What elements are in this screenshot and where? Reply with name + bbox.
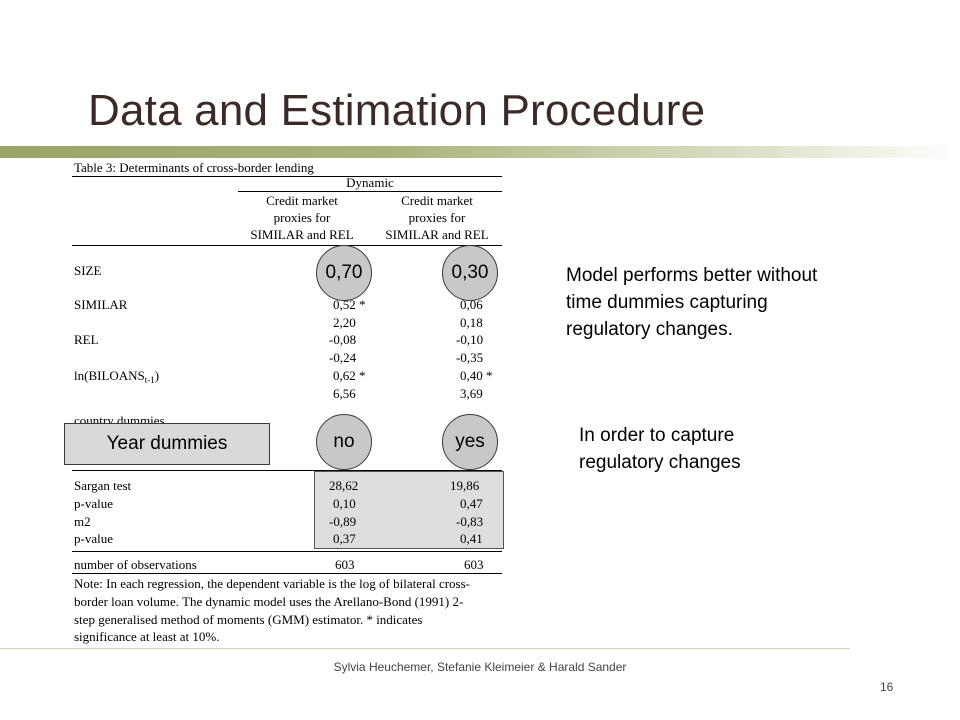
col1-header-line1: Credit market <box>266 193 338 208</box>
stat-value-col2: -0,83 <box>456 514 484 529</box>
page-number: 16 <box>880 680 894 694</box>
row-value-col1: -0,08 <box>329 332 357 347</box>
col1-header-line2: proxies for <box>273 210 331 225</box>
footer-authors: Sylvia Heuchemer, Stefanie Kleimeier & H… <box>333 660 627 674</box>
slide-title: Data and Estimation Procedure <box>88 86 706 135</box>
side-note-regulatory: In order to capture regulatory changes <box>579 422 741 476</box>
stat-value-col1: 0,10 <box>333 496 356 511</box>
header-bottom-rule <box>72 245 502 246</box>
observations-label: number of observations <box>74 557 197 572</box>
note-line: step generalised method of moments (GMM)… <box>74 612 423 627</box>
title-underline-bar <box>0 146 960 158</box>
year-dummies-label-box: Year dummies <box>64 423 270 465</box>
side-note-line: regulatory changes <box>579 452 741 473</box>
side-note-line: regulatory changes. <box>566 319 733 340</box>
table-caption: Table 3: Determinants of cross-border le… <box>74 160 314 175</box>
stat-value-col2: 0,41 <box>460 531 483 546</box>
stat-value-col1: 0,37 <box>333 531 356 546</box>
side-note-line: time dummies capturing <box>566 292 768 313</box>
row-value-col1: 2,20 <box>333 315 356 330</box>
row-label-lag: ln(BILOANSt-1) <box>74 368 159 385</box>
stats-highlight-box <box>314 471 504 549</box>
side-note-line: Model performs better without <box>566 265 818 286</box>
row-label: SIZE <box>74 263 102 278</box>
note-line: Note: In each regression, the dependent … <box>74 576 470 591</box>
stats-top-rule <box>72 470 502 471</box>
observations-col2: 603 <box>464 557 484 572</box>
stat-label: Sargan test <box>74 478 132 493</box>
stat-label: p-value <box>74 496 113 511</box>
row-value-col1: 6,56 <box>333 386 356 401</box>
lag-label-close: ) <box>154 368 160 383</box>
side-note-line: In order to capture <box>579 425 735 446</box>
row-label: SIMILAR <box>74 297 128 312</box>
group-rule <box>238 191 502 192</box>
stat-value-col1: 28,62 <box>329 478 359 493</box>
row-value-col1: -0,24 <box>329 350 357 365</box>
lag-label-main: ln(BILOANS <box>74 368 145 383</box>
stats-bottom-rule <box>72 551 502 552</box>
col2-header-line1: Credit market <box>401 193 473 208</box>
group-header: Dynamic <box>346 175 394 190</box>
col2-header-line2: proxies for <box>408 210 466 225</box>
stat-label: m2 <box>74 514 91 529</box>
stat-value-col1: -0,89 <box>329 514 357 529</box>
observations-rule <box>72 573 502 574</box>
col1-header-line3: SIMILAR and REL <box>250 227 354 242</box>
side-note-model-performance: Model performs better without time dummi… <box>566 262 817 343</box>
year-dummies-col2-bubble: yes <box>442 414 498 470</box>
stat-value-col2: 0,47 <box>460 496 483 511</box>
coefficient-bubble-col2: 0,30 <box>442 245 498 301</box>
coefficient-bubble-col1: 0,70 <box>316 245 372 301</box>
observations-col1: 603 <box>335 557 355 572</box>
row-value-col2: 0,40 * <box>460 368 493 383</box>
row-value-col2: -0,35 <box>456 350 484 365</box>
lag-label-subscript: t-1 <box>144 375 155 385</box>
year-dummies-col1-bubble: no <box>316 414 372 470</box>
note-line: significance at least at 10%. <box>74 629 220 644</box>
row-value-col2: 3,69 <box>460 386 483 401</box>
table-top-rule <box>72 176 502 177</box>
footer-rule <box>0 648 850 649</box>
stat-value-col2: 19,86 <box>450 478 480 493</box>
row-label: REL <box>74 332 99 347</box>
row-value-col2: 0,18 <box>460 315 483 330</box>
stat-label: p-value <box>74 531 113 546</box>
row-value-col1: 0,62 * <box>333 368 366 383</box>
note-line: border loan volume. The dynamic model us… <box>74 594 464 609</box>
col2-header-line3: SIMILAR and REL <box>385 227 489 242</box>
partial-row-label: country dummies <box>74 413 165 423</box>
row-value-col2: -0,10 <box>456 332 484 347</box>
